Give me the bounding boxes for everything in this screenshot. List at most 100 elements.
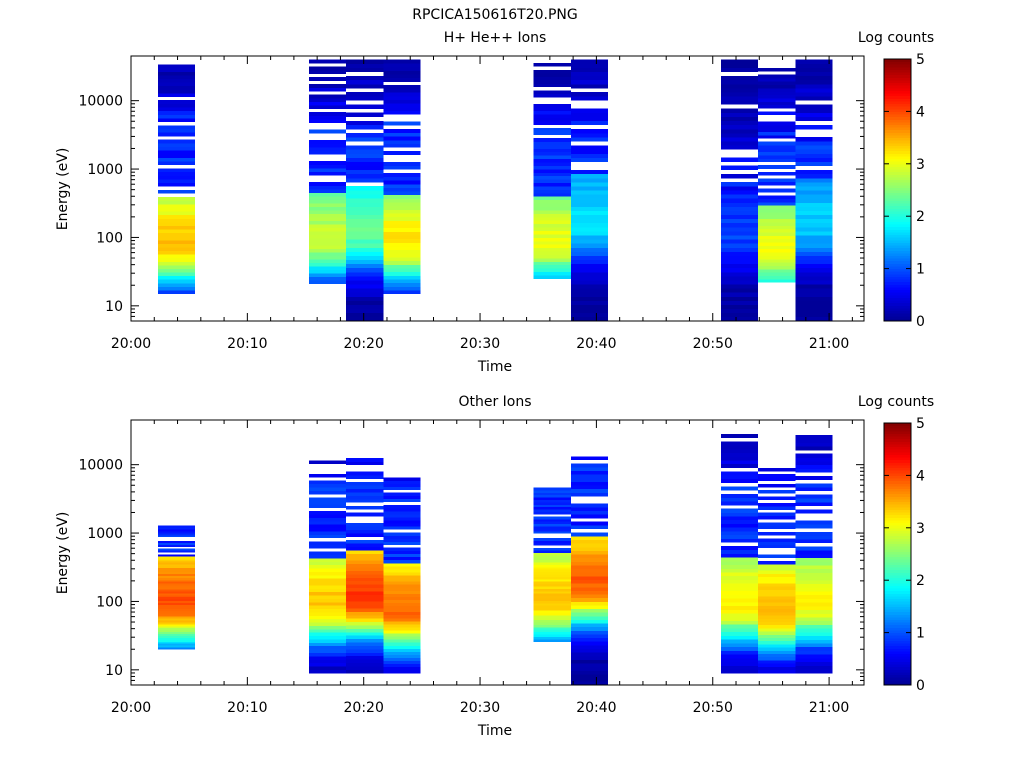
heatmap-cell (346, 461, 384, 466)
heatmap-cell (157, 629, 195, 633)
heatmap-cell (346, 276, 384, 281)
heatmap-cell (720, 304, 759, 310)
colorbar-segment (884, 192, 911, 196)
heatmap-cell (383, 547, 421, 552)
heatmap-cell (533, 576, 571, 580)
colorbar-segment (884, 669, 911, 673)
heatmap-cell (383, 140, 421, 144)
heatmap-cell (157, 577, 195, 580)
heatmap-cell (720, 639, 759, 644)
heatmap-cell (758, 554, 796, 558)
heatmap-cell (720, 564, 759, 569)
spectrum-column (570, 59, 609, 322)
heatmap-cell (309, 59, 347, 64)
colorbar-segment (884, 190, 911, 194)
heatmap-cell (720, 128, 759, 134)
heatmap-cell (758, 631, 796, 635)
heatmap-cell (795, 650, 833, 655)
heatmap-cell (720, 523, 759, 528)
heatmap-cell (346, 638, 384, 643)
heatmap-cell (720, 575, 759, 580)
heatmap-cell (758, 202, 796, 206)
colorbar-segment (884, 210, 911, 215)
heatmap-cell (309, 255, 347, 260)
heatmap-cell (795, 75, 833, 81)
heatmap-cell (720, 650, 759, 655)
heatmap-cell (720, 519, 759, 524)
colorbar-segment (884, 64, 911, 68)
colorbar-segment (884, 263, 911, 267)
colorbar-segment (884, 203, 911, 207)
heatmap-cell (795, 177, 833, 183)
heatmap-cell (758, 602, 796, 606)
heatmap-cell (720, 198, 759, 203)
heatmap-cell (309, 585, 347, 589)
heatmap-cell (570, 670, 609, 675)
heatmap-cell (570, 71, 609, 77)
colorbar-segment (884, 632, 911, 636)
colorbar-segment (884, 166, 911, 170)
heatmap-cell (758, 208, 796, 213)
colorbar-segment (884, 517, 911, 521)
x-tick-label: 20:40 (576, 700, 616, 716)
heatmap-cell (570, 120, 609, 126)
heatmap-cell (157, 214, 195, 219)
heatmap-cell (533, 237, 571, 242)
heatmap-cell (795, 79, 833, 85)
heatmap-cell (309, 561, 347, 566)
spectrum-column (157, 525, 195, 650)
heatmap-cell (720, 568, 759, 573)
heatmap-cell (157, 624, 195, 627)
heatmap-cell (758, 669, 796, 674)
heatmap-cell (383, 498, 421, 503)
heatmap-cell (570, 467, 609, 472)
heatmap-cell (795, 243, 833, 248)
heatmap-cell (157, 67, 195, 72)
heatmap-cell (720, 628, 759, 633)
heatmap-cell (795, 182, 833, 187)
colorbar-segment (884, 258, 911, 262)
heatmap-cell (758, 265, 796, 270)
heatmap-cell (720, 124, 759, 130)
plot-frame (130, 419, 865, 686)
heatmap-cell (570, 79, 609, 85)
heatmap-cell (533, 624, 571, 628)
heatmap-cell (795, 438, 833, 443)
colorbar-segment (884, 271, 911, 275)
heatmap-cell (720, 292, 759, 297)
heatmap-cell (346, 458, 384, 462)
heatmap-cell (720, 259, 759, 265)
heatmap-cell (383, 136, 421, 141)
colorbar-segment (884, 245, 911, 249)
colorbar-segment (884, 148, 911, 152)
heatmap-cell (570, 67, 609, 73)
heatmap-cell (533, 615, 571, 618)
heatmap-cell (570, 243, 609, 248)
colorbar-segment (884, 98, 911, 102)
heatmap-cell (346, 495, 384, 500)
colorbar-segment (884, 108, 911, 112)
heatmap-cell (570, 456, 609, 461)
heatmap-cell (383, 645, 421, 649)
heatmap-cell (346, 67, 384, 73)
heatmap-cell (309, 608, 347, 613)
heatmap-cell (720, 218, 759, 224)
heatmap-cell (346, 280, 384, 285)
heatmap-cell (758, 205, 796, 210)
colorbar-segment (884, 556, 911, 560)
heatmap-cell (533, 547, 571, 551)
colorbar-segment (884, 603, 911, 607)
colorbar-segment (884, 87, 911, 91)
heatmap-cell (720, 75, 759, 81)
heatmap-cell (383, 642, 421, 646)
colorbar-segment (884, 226, 911, 230)
colorbar-segment (884, 100, 911, 105)
colorbar-segment (884, 609, 911, 613)
colorbar-segment (884, 310, 911, 314)
heatmap-cell (383, 213, 421, 218)
colorbar-segment (884, 643, 911, 647)
heatmap-cell (346, 505, 384, 510)
heatmap-cell (758, 608, 796, 613)
heatmap-cell (309, 192, 347, 197)
heatmap-cell (795, 284, 833, 289)
